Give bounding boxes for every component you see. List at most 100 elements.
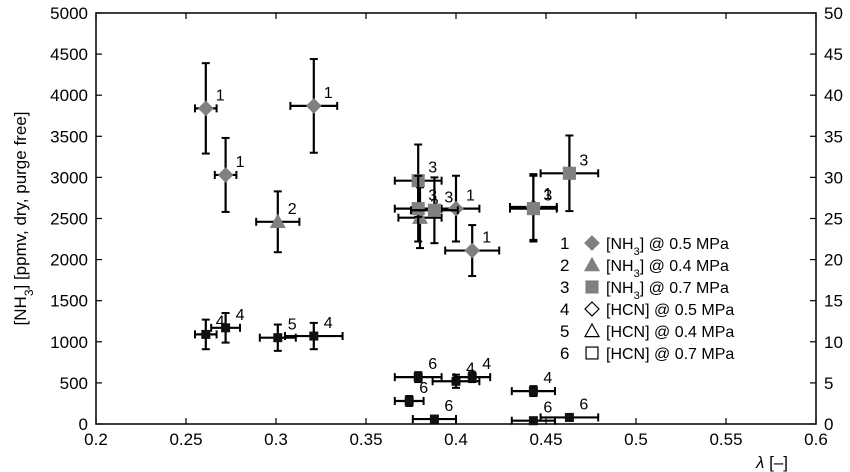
point-label: 1 — [543, 186, 552, 203]
legend-number: 2 — [560, 256, 569, 275]
point-label: 4 — [482, 356, 491, 373]
y2-tick-label: 5 — [824, 374, 833, 393]
data-point-series-6: 6 — [411, 398, 457, 424]
point-marker — [562, 166, 576, 180]
point-marker — [528, 416, 538, 426]
point-label: 5 — [288, 317, 297, 334]
point-marker — [413, 372, 423, 382]
x-tick-label: 0.2 — [84, 430, 108, 449]
point-marker — [429, 414, 439, 424]
legend-number: 6 — [560, 344, 569, 363]
legend-label: [NH3] @ 0.7 MPa — [606, 280, 729, 302]
y2-tick-label: 25 — [824, 210, 843, 229]
legend-number: 1 — [560, 234, 569, 253]
legend-item: 3 [NH3] @ 0.7 MPa — [560, 278, 729, 302]
point-label: 4 — [466, 360, 475, 377]
data-point-series-4: 4 — [453, 356, 492, 384]
legend-marker — [585, 280, 599, 294]
legend: 1 [NH3] @ 0.5 MPa 2 [NH3] @ 0.4 MPa 3 [NH3] @… — [558, 225, 790, 365]
y-tick-label: 0 — [79, 415, 88, 434]
x-tick-label: 0.35 — [349, 430, 382, 449]
legend-marker — [583, 256, 601, 272]
y-tick-label: 3000 — [50, 168, 88, 187]
y-tick-label: 5000 — [50, 4, 88, 23]
point-marker — [411, 202, 425, 216]
data-point-series-3: 3 — [539, 134, 600, 213]
point-label: 6 — [543, 400, 552, 417]
data-point-series-1: 1 — [194, 62, 225, 155]
y2-tick-label: 20 — [824, 251, 843, 270]
point-label: 6 — [579, 396, 588, 413]
x-tick-label: 0.4 — [444, 430, 468, 449]
data-point-series-4: 4 — [210, 307, 245, 344]
y-tick-label: 500 — [60, 374, 88, 393]
y-tick-label: 3500 — [50, 127, 88, 146]
y-tick-label: 1000 — [50, 333, 88, 352]
y2-tick-label: 30 — [824, 168, 843, 187]
legend-item: 5 [HCN] @ 0.4 MPa — [560, 322, 734, 341]
data-point-series-6: 6 — [539, 396, 600, 422]
data-point-series-1: 1 — [289, 58, 339, 154]
legend-item: 6 [HCN] @ 0.7 MPa — [560, 344, 734, 363]
point-marker — [427, 203, 441, 217]
data-point-series-6: 6 — [393, 356, 443, 384]
data-point-series-5: 5 — [258, 317, 297, 352]
legend-number: 4 — [560, 300, 569, 319]
y2-tick-label: 10 — [824, 333, 843, 352]
legend-marker — [583, 322, 601, 338]
y2-tick-label: 35 — [824, 127, 843, 146]
point-label: 1 — [236, 154, 245, 171]
data-point-series-1: 1 — [213, 136, 245, 213]
legend-marker — [585, 346, 599, 360]
point-marker — [564, 412, 574, 422]
point-marker — [221, 323, 231, 333]
point-marker — [451, 376, 461, 386]
point-marker — [201, 329, 211, 339]
x-tick-label: 0.25 — [169, 430, 202, 449]
y2-tick-label: 0 — [824, 415, 833, 434]
x-axis-label: λ [–] — [755, 453, 788, 472]
data-point-series-1: 1 — [431, 174, 481, 243]
x-tick-label: 0.45 — [529, 430, 562, 449]
point-marker — [448, 200, 464, 217]
point-label: 1 — [324, 85, 333, 102]
point-marker — [467, 372, 477, 382]
data-point-series-6: 6 — [510, 400, 556, 426]
data-point-series-4: 4 — [194, 313, 225, 351]
y-tick-label: 4500 — [50, 45, 88, 64]
x-tick-label: 0.6 — [804, 430, 828, 449]
data-marks: 1111112233333444444566666 — [194, 58, 600, 426]
legend-label: [NH3] @ 0.5 MPa — [606, 236, 729, 258]
point-label: 4 — [216, 313, 225, 330]
point-label: 3 — [543, 188, 552, 205]
data-point-series-2: 2 — [255, 190, 301, 254]
point-label: 1 — [482, 230, 491, 247]
axes: 0.2 0.25 0.3 0.35 0.4 0.45 0.5 0.55 0.6050010001… — [50, 4, 843, 449]
point-marker — [309, 331, 319, 341]
point-label: 3 — [444, 189, 453, 206]
point-marker — [197, 100, 214, 117]
legend-number: 5 — [560, 322, 569, 341]
point-label: 4 — [324, 315, 333, 332]
data-point-series-3: 3 — [410, 176, 459, 245]
point-marker — [273, 333, 283, 343]
legend-label: [HCN] @ 0.7 MPa — [606, 346, 734, 363]
legend-item: 1 [NH3] @ 0.5 MPa — [560, 234, 729, 258]
point-label: 1 — [216, 87, 225, 104]
y-tick-label: 2500 — [50, 210, 88, 229]
y-tick-label: 4000 — [50, 86, 88, 105]
y2-tick-label: 50 — [824, 4, 843, 23]
y-axis-label: [NH3] [ppmv, dry, purge free] — [11, 112, 36, 326]
legend-marker — [584, 235, 600, 251]
point-marker — [305, 98, 322, 114]
legend-marker — [584, 301, 600, 317]
point-label: 4 — [543, 370, 552, 387]
point-marker — [269, 213, 286, 228]
x-tick-label: 0.55 — [709, 430, 742, 449]
legend-label: [HCN] @ 0.5 MPa — [606, 302, 734, 319]
data-point-series-1: 1 — [444, 224, 501, 278]
point-label: 6 — [428, 356, 437, 373]
point-marker — [528, 386, 538, 396]
legend-item: 4 [HCN] @ 0.5 MPa — [560, 300, 734, 319]
